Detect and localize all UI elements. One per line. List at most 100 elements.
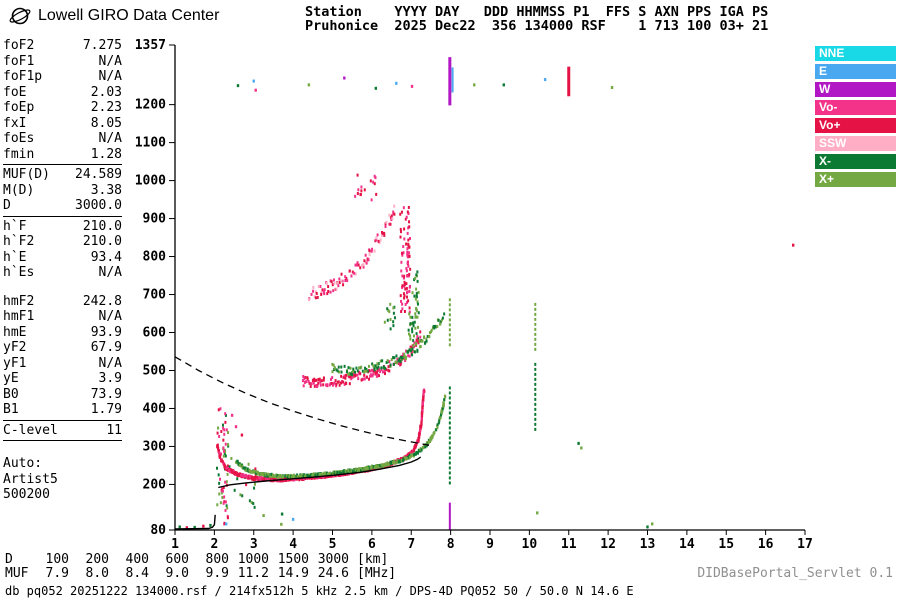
parameter-label: h`F [3,218,27,234]
svg-text:13: 13 [640,537,656,552]
station-header-values: Pruhonice 2025 Dec22 356 134000 RSF 1 71… [305,18,769,34]
panel-gap [3,443,122,456]
parameter-value: 1.28 [90,146,122,162]
distance-value: 1500 [277,552,309,567]
distance-unit: [km] [357,552,389,567]
axes [174,45,805,531]
distance-value: 200 [85,552,109,567]
parameter-label: Auto: [3,456,43,471]
parameter-label: 500200 [3,487,50,502]
panel-separator [3,215,122,217]
svg-text:15: 15 [718,537,734,552]
parameter-label: yF1 [3,355,27,371]
muf-value: 8.4 [125,566,149,581]
svg-text:80: 80 [150,523,166,538]
svg-text:800: 800 [143,250,167,265]
distance-row: D 100 200 400 600 800 1000 1500 3000 [km] [5,553,388,567]
svg-text:4: 4 [289,537,297,552]
parameter-label: fmin [3,146,35,162]
parameter-label: h`E [3,249,27,265]
parameter-value: 93.4 [90,249,122,265]
parameter-row: foEp 2.23 [3,100,122,116]
svg-text:5: 5 [329,537,337,552]
distance-value: 3000 [317,552,349,567]
x-axis-ticks: 1 2 3 4 5 6 7 8 9 10 11 12 13 14 15 16 17 [171,530,813,552]
parameter-row: M(D) 3.38 [3,183,122,199]
muf-value: 7.9 [45,566,69,581]
parameter-value: 11 [106,422,122,438]
legend-item-e: E [815,64,896,79]
svg-text:500: 500 [143,363,167,378]
svg-text:3: 3 [250,537,258,552]
parameter-value: N/A [98,53,122,69]
panel-separator [3,440,122,441]
muf-value: 14.9 [277,566,309,581]
parameter-row: fxI 8.05 [3,116,122,132]
muf-value: 24.6 [317,566,349,581]
legend-item-nne: NNE [815,46,896,61]
parameter-row: yF1 N/A [3,356,122,372]
parameter-value: 2.03 [90,84,122,100]
svg-text:200: 200 [143,477,167,492]
parameter-row: foF2 7.275 [3,38,122,54]
legend-item-vo: Vo- [815,100,896,115]
parameter-label: foE [3,84,27,100]
parameter-row: foEs N/A [3,131,122,147]
echo-clouds [216,173,420,526]
svg-text:17: 17 [797,537,813,552]
svg-text:700: 700 [143,288,167,303]
muf-value: 9.0 [165,566,189,581]
parameter-value: 24.589 [75,167,122,182]
parameter-label: D [3,198,11,213]
station-header-fields: Station YYYY DAY DDD HHMMSS P1 FFS S AXN… [305,4,769,20]
parameter-label: B0 [3,386,19,402]
logo-title: Lowell GIRO Data Center [38,7,220,24]
trace-spread-F-cloud [307,204,396,302]
parameter-row: h`F2 210.0 [3,234,122,250]
svg-text:8: 8 [447,537,455,552]
parameter-label: h`F2 [3,234,35,249]
parameter-label: yF2 [3,340,27,355]
parameter-label: foEp [3,100,35,115]
muf-unit: [MHz] [357,566,397,581]
profile-E-line [174,514,216,530]
muf-curve-line [174,356,430,446]
svg-text:6: 6 [368,537,376,552]
parameter-row: D 3000.0 [3,198,122,214]
trace-multiple-O [301,330,422,389]
trace-F-trace-O [216,388,426,483]
parameter-label: foF1p [3,69,43,84]
parameter-row: Auto: [3,456,122,472]
brand: Lowell GIRO Data Center [8,4,219,28]
parameter-value: N/A [98,131,122,146]
parameter-row: C-level 11 [3,423,122,439]
parameter-label: Artist5 [3,471,58,487]
svg-text:1357: 1357 [135,38,166,53]
parameter-value: 242.8 [82,293,122,309]
parameter-row: h`Es N/A [3,265,122,281]
parameter-value: N/A [98,265,122,280]
distance-value: 600 [165,552,189,567]
parameter-row: B1 1.79 [3,402,122,418]
distance-value: 800 [205,552,229,567]
svg-text:1: 1 [171,537,179,552]
footer-db-info: db pq052 20251222 134000.rsf / 214fx512h… [5,584,634,598]
parameter-value: 210.0 [82,218,122,234]
parameter-value: 1.79 [90,402,122,417]
muf-value: 11.2 [237,566,269,581]
parameter-value: N/A [98,309,122,324]
parameter-label: MUF(D) [3,167,50,182]
noise-points [178,76,795,530]
parameter-value: 2.23 [90,100,122,115]
svg-text:1200: 1200 [135,98,166,113]
parameter-value: 210.0 [82,234,122,249]
muf-value: 8.0 [85,566,109,581]
parameter-value: 93.9 [90,324,122,340]
servlet-version: DIDBasePortal_Servlet 0.1 [697,566,893,581]
distance-value: 100 [45,552,69,567]
svg-text:10: 10 [522,537,538,552]
legend-item-ssw: SSW [815,136,896,151]
parameter-value: 3000.0 [75,198,122,213]
parameter-row: h`E 93.4 [3,250,122,266]
